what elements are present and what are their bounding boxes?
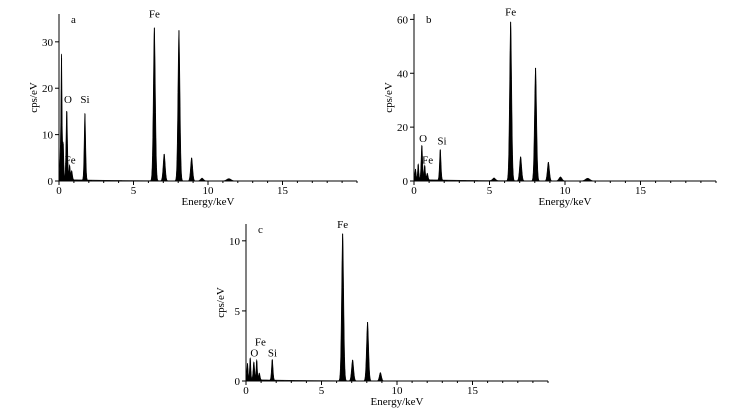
peak-annotation: Si <box>437 136 446 148</box>
spectrum-panel-b: 0 5 10 15 0 20 40 60 Energy/keV cps/eV b Fe O Si Fe <box>383 6 717 208</box>
y-tick-label: 20 <box>42 83 54 95</box>
y-tick-label: 10 <box>42 130 54 142</box>
y-tick-label: 5 <box>235 306 241 318</box>
x-axis-label: Energy/keV <box>539 196 592 208</box>
peak-annotation: O <box>64 94 72 106</box>
x-axis-label: Energy/keV <box>371 396 424 408</box>
x-tick-label: 10 <box>560 185 572 197</box>
peak-annotation: Si <box>268 347 277 359</box>
panel-letter: a <box>71 14 76 26</box>
spectrum-area <box>245 233 549 382</box>
y-axis-label: cps/eV <box>383 82 395 113</box>
x-axis-label: Energy/keV <box>182 196 235 208</box>
panel-letter: c <box>258 224 263 236</box>
peak-annotation: O <box>419 133 427 145</box>
peak-annotation: Fe <box>505 6 516 18</box>
y-tick-label: 0 <box>48 176 54 188</box>
y-axis-label: cps/eV <box>28 82 40 113</box>
panel-letter: b <box>426 14 432 26</box>
peak-annotation: Fe <box>337 219 348 231</box>
x-tick-label: 10 <box>392 385 404 397</box>
spectrum-area <box>413 21 717 182</box>
peak-annotation: Fe <box>65 154 76 166</box>
peak-annotation: O <box>250 347 258 359</box>
spectrum-area <box>58 27 358 182</box>
x-tick-label: 10 <box>203 185 215 197</box>
y-axis-label: cps/eV <box>215 287 227 318</box>
x-tick-label: 15 <box>467 385 479 397</box>
peak-annotation: Si <box>80 94 89 106</box>
x-tick-label: 0 <box>56 185 62 197</box>
x-tick-label: 5 <box>487 185 493 197</box>
y-tick-label: 20 <box>397 122 409 134</box>
x-tick-label: 0 <box>243 385 249 397</box>
spectrum-panel-a: 0 5 10 15 0 10 20 30 Energy/keV cps/eV a Fe O Si Fe <box>28 9 358 208</box>
peak-annotation: Fe <box>422 154 433 166</box>
y-tick-label: 60 <box>397 14 409 26</box>
x-tick-label: 5 <box>319 385 325 397</box>
x-tick-label: 5 <box>131 185 137 197</box>
y-tick-label: 40 <box>397 68 409 80</box>
peak-annotation: Fe <box>149 9 160 21</box>
y-tick-label: 30 <box>42 37 54 49</box>
x-tick-label: 15 <box>635 185 647 197</box>
y-tick-label: 0 <box>403 176 409 188</box>
peak-annotation: Fe <box>255 336 266 348</box>
x-tick-label: 0 <box>411 185 417 197</box>
y-tick-label: 10 <box>229 236 241 248</box>
x-tick-label: 15 <box>277 185 289 197</box>
y-tick-label: 0 <box>235 376 241 388</box>
